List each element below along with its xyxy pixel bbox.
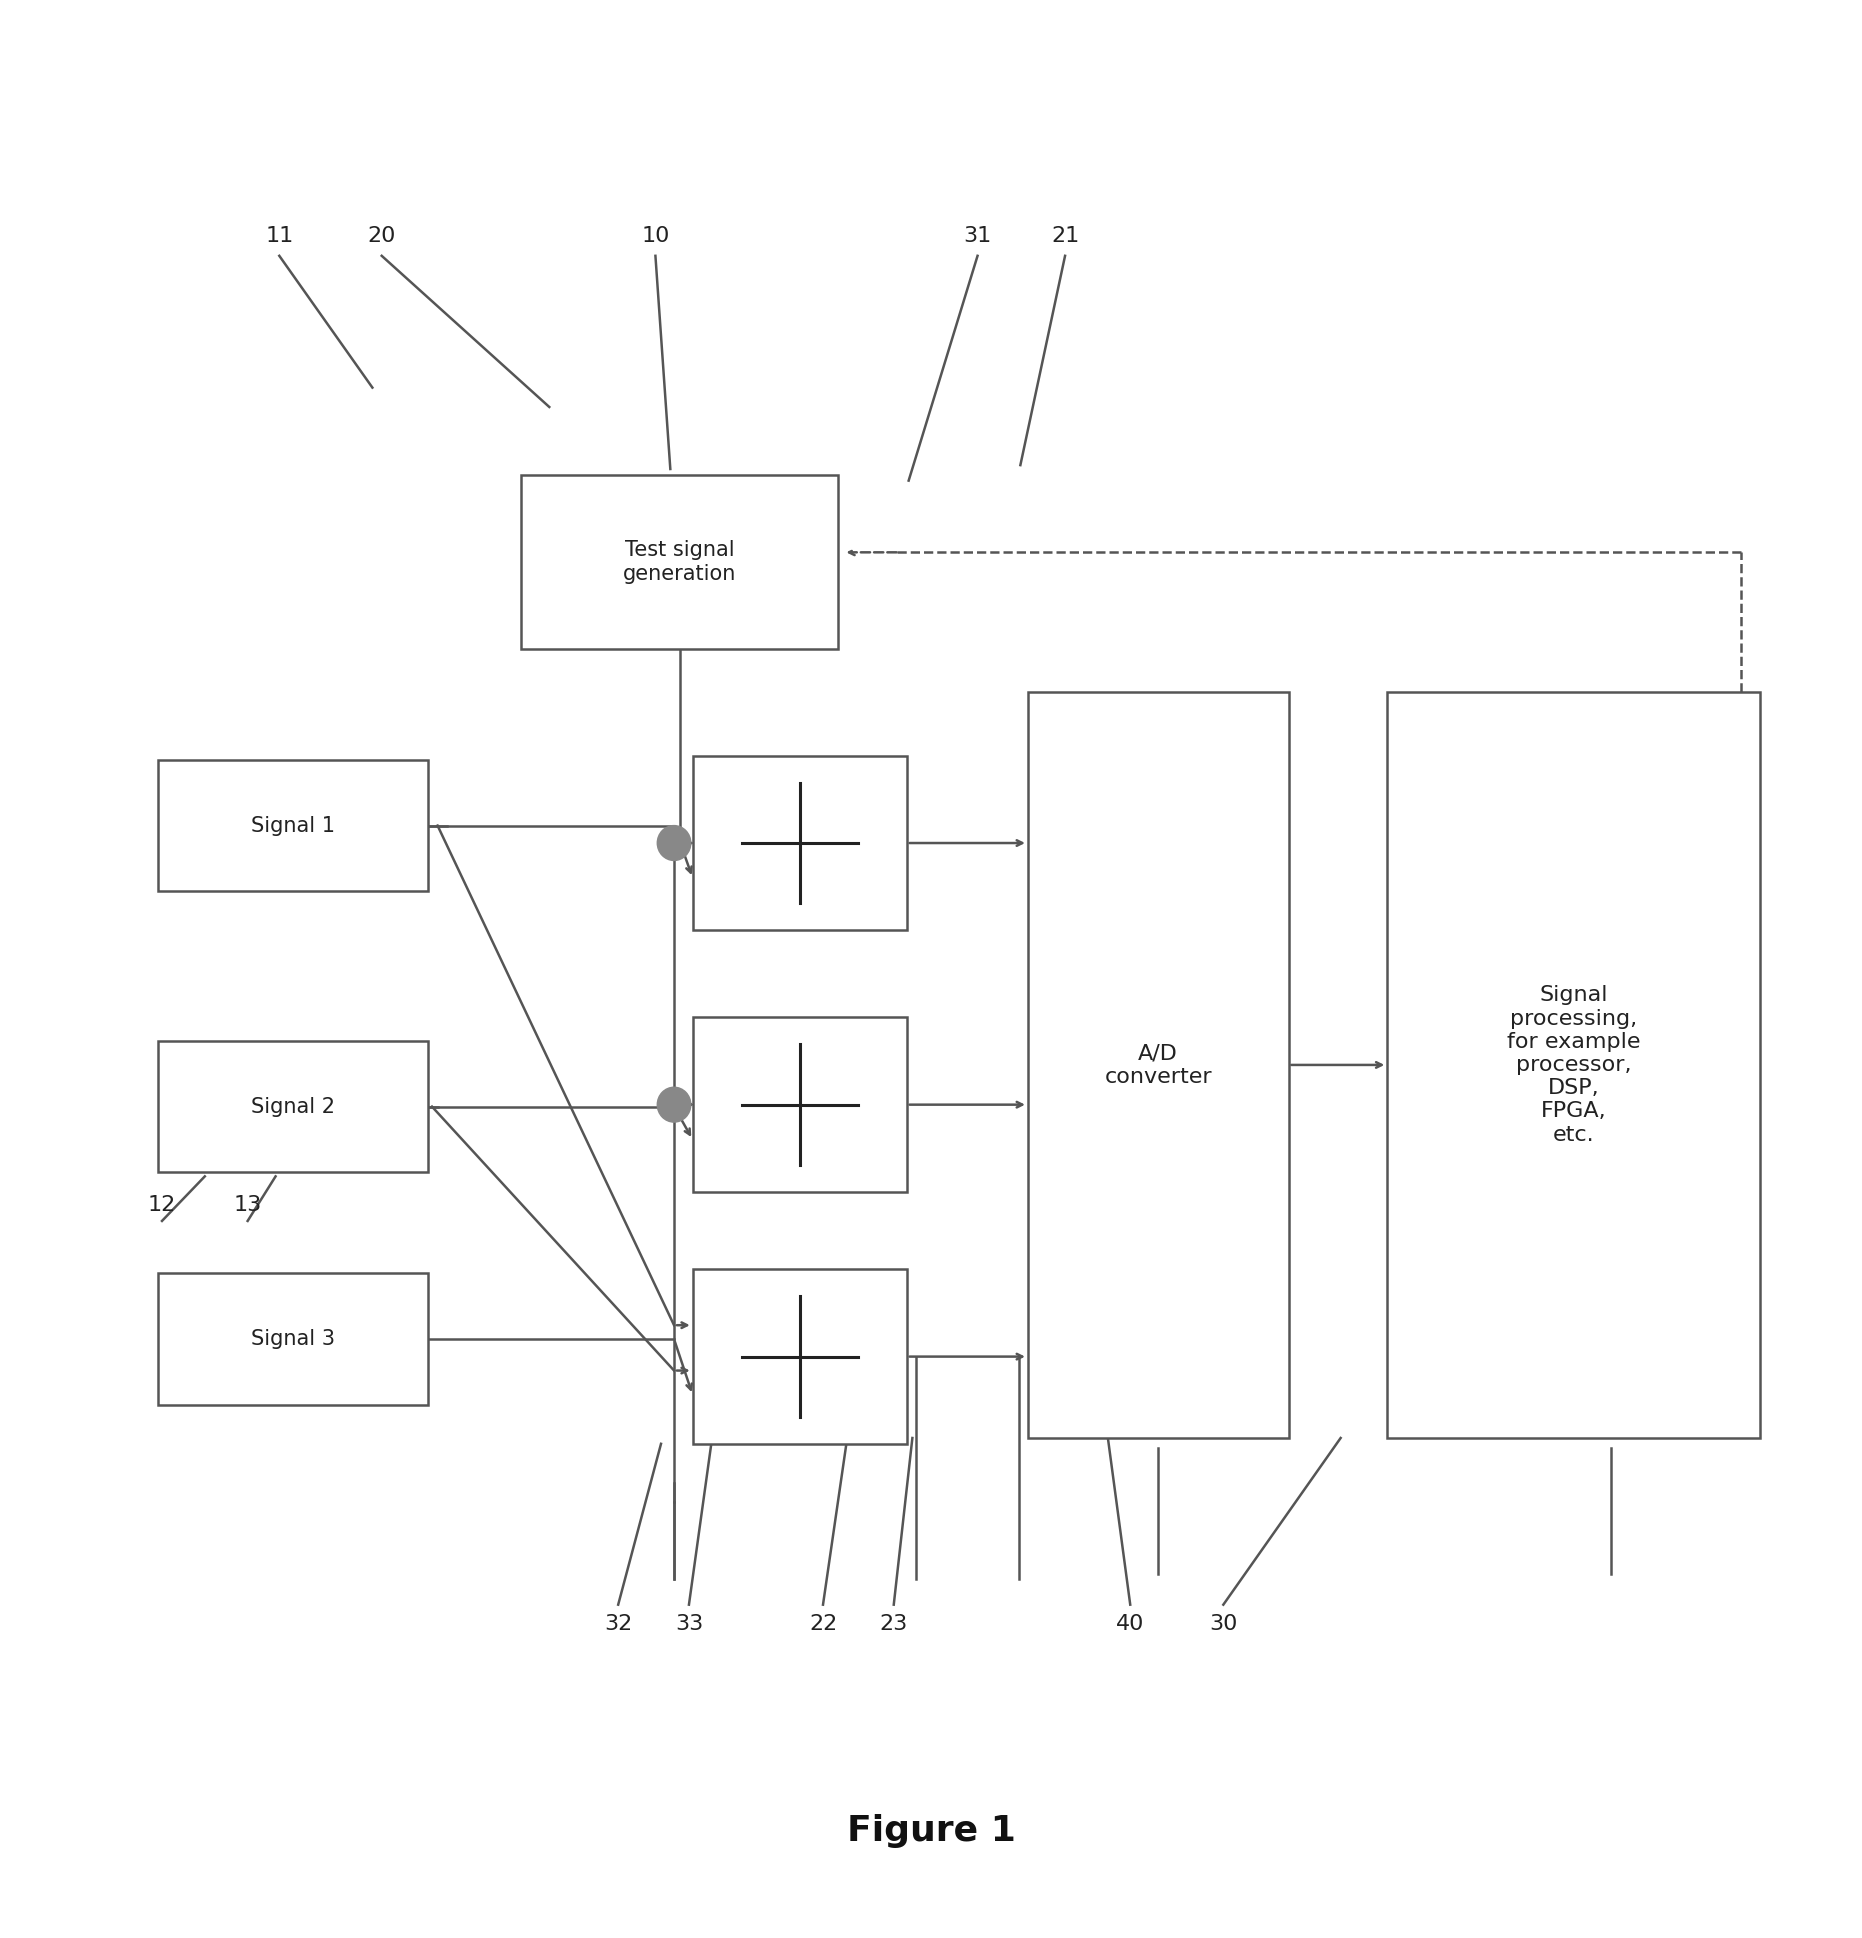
Text: 33: 33 — [674, 1614, 704, 1634]
Text: Test signal
generation: Test signal generation — [624, 541, 735, 583]
FancyBboxPatch shape — [521, 475, 838, 649]
FancyBboxPatch shape — [693, 1017, 907, 1192]
Text: 32: 32 — [603, 1614, 633, 1634]
Text: 11: 11 — [264, 227, 294, 246]
FancyBboxPatch shape — [158, 1273, 428, 1405]
Text: 13: 13 — [233, 1196, 263, 1215]
Text: A/D
converter: A/D converter — [1104, 1043, 1212, 1087]
Text: Signal 2: Signal 2 — [251, 1097, 335, 1116]
Text: Signal 1: Signal 1 — [251, 816, 335, 835]
Circle shape — [657, 826, 691, 860]
FancyBboxPatch shape — [158, 760, 428, 891]
Text: 40: 40 — [1115, 1614, 1145, 1634]
Text: Figure 1: Figure 1 — [847, 1814, 1015, 1849]
Text: 31: 31 — [963, 227, 992, 246]
Text: 30: 30 — [1208, 1614, 1238, 1634]
Text: 23: 23 — [879, 1614, 909, 1634]
FancyBboxPatch shape — [158, 1041, 428, 1172]
Text: 22: 22 — [808, 1614, 838, 1634]
Text: 21: 21 — [1050, 227, 1080, 246]
Circle shape — [657, 1087, 691, 1122]
Text: 12: 12 — [147, 1196, 177, 1215]
FancyBboxPatch shape — [1028, 692, 1289, 1438]
FancyBboxPatch shape — [693, 1269, 907, 1444]
Text: Signal 3: Signal 3 — [251, 1329, 335, 1349]
FancyBboxPatch shape — [693, 756, 907, 930]
FancyBboxPatch shape — [1387, 692, 1760, 1438]
Text: Signal
processing,
for example
processor,
DSP,
FPGA,
etc.: Signal processing, for example processor… — [1506, 985, 1640, 1145]
Text: 20: 20 — [367, 227, 397, 246]
Text: 10: 10 — [641, 227, 670, 246]
